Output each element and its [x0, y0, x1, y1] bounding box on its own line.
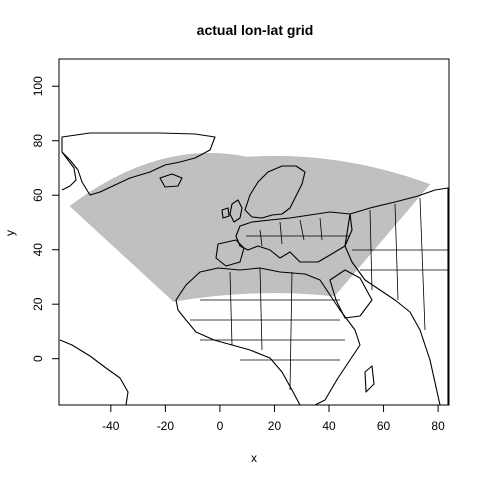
x-tick-label: -20	[157, 419, 175, 433]
y-tick-label: 60	[31, 188, 45, 202]
y-tick-label: 100	[31, 76, 45, 96]
x-axis-label: x	[251, 451, 257, 465]
border-line	[229, 271, 233, 346]
grid-region	[69, 153, 431, 302]
border-line	[279, 221, 283, 245]
y-axis-label: y	[3, 230, 17, 236]
border-line	[259, 267, 263, 351]
europe-outline	[235, 211, 353, 263]
north-america-coast	[61, 151, 77, 191]
y-tick-label: 0	[31, 355, 45, 362]
y-tick-label: 20	[31, 297, 45, 311]
x-tick-label: 20	[268, 419, 282, 433]
country-borders	[190, 197, 448, 391]
x-tick-label: 0	[217, 419, 224, 433]
x-tick-label: 80	[431, 419, 445, 433]
plot-area	[58, 58, 450, 406]
arabia-outline	[329, 269, 373, 319]
x-tick-label: 40	[322, 419, 336, 433]
south-america-coast	[59, 339, 129, 406]
africa-outline	[175, 267, 361, 406]
iberia-outline	[215, 239, 245, 267]
scandinavia-outline	[244, 165, 306, 219]
border-line	[419, 197, 426, 331]
y-axis: 0 20 40 60 80 100	[31, 76, 59, 362]
asia-outline	[344, 187, 449, 406]
x-axis: -40 -20 0 20 40 60 80	[102, 405, 445, 433]
border-line	[289, 271, 293, 391]
border-line	[299, 219, 305, 241]
x-tick-label: -40	[102, 419, 120, 433]
coastline-outlines	[59, 132, 449, 406]
uk-outline	[229, 199, 243, 223]
ireland-outline	[221, 207, 230, 219]
y-tick-label: 80	[31, 134, 45, 148]
madagascar-outline	[364, 365, 375, 393]
x-tick-label: 60	[377, 419, 391, 433]
chart-title: actual lon-lat grid	[197, 22, 314, 38]
y-tick-label: 40	[31, 243, 45, 257]
plot-frame	[58, 58, 450, 406]
greenland-outline	[61, 132, 216, 196]
border-line	[394, 203, 399, 301]
iceland-outline	[159, 173, 183, 188]
border-line	[259, 229, 263, 247]
